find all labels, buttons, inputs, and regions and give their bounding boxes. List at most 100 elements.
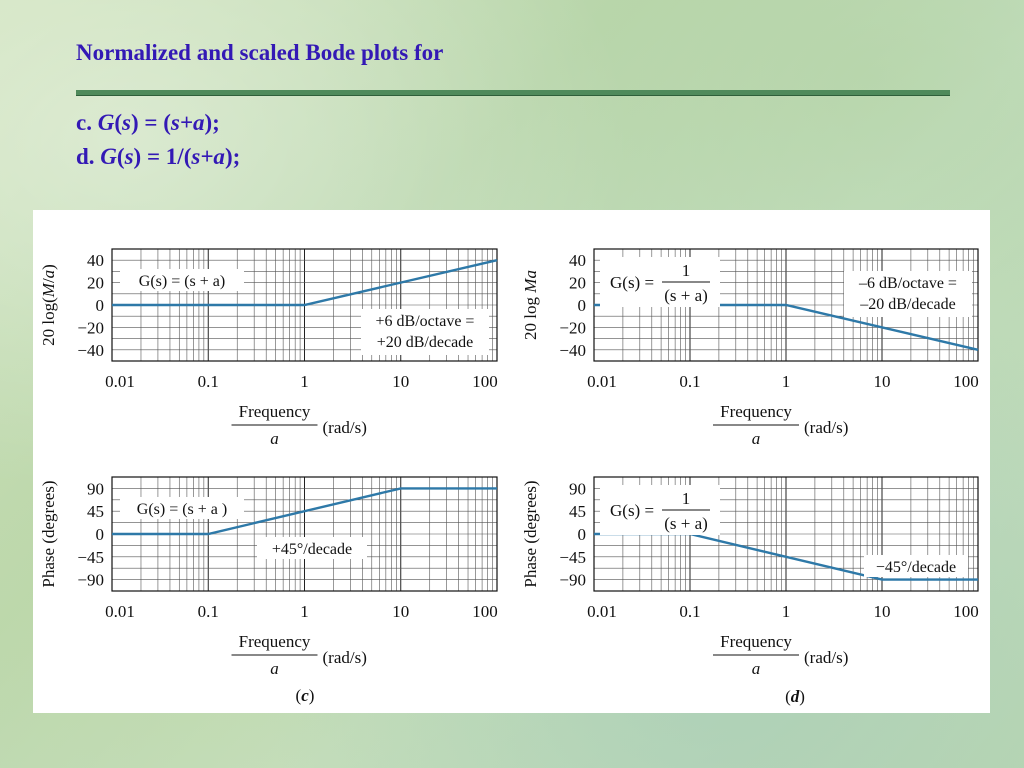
d-magnitude-ytick-label: −40: [559, 341, 586, 360]
item-d-eq: ) = 1/(: [133, 144, 192, 169]
item-c-arg: s+a: [170, 110, 205, 135]
c-magnitude-xlabel-unit: (rad/s): [323, 418, 367, 437]
d-phase-annotation-0-numerator: 1: [682, 489, 691, 508]
d-magnitude-ytick-label: 20: [569, 274, 586, 293]
c-phase-annotation-0-text: G(s) = (s + a ): [137, 501, 227, 518]
d-magnitude-xtick-label: 100: [953, 372, 979, 391]
c-magnitude-annotation-0-bg: [120, 269, 244, 291]
item-d-s: s: [124, 144, 134, 169]
item-d-arg: s+a: [191, 144, 225, 169]
d-phase-ytick-label: 0: [578, 525, 587, 544]
c-phase-chart: 90 45 0 −45 −900.01 0.1 1 10 100 Phase (degrees) F…: [39, 476, 498, 678]
d-phase-annotation-1-text: −45°/decade: [876, 559, 956, 576]
d-phase-ytick-label: −45: [559, 548, 586, 567]
bode-figure: 40 20 0 −20 −40 0.01 0.1 1 10 100 20 log(M/a) Frequ…: [33, 210, 990, 713]
d-phase-ytick-label: 90: [569, 479, 586, 498]
item-d-label: d.: [76, 144, 95, 169]
title-divider: [76, 90, 950, 95]
d-phase-ytick-label: 45: [569, 502, 586, 521]
c-phase-annotation-1-text: +45°/decade: [272, 541, 352, 558]
d-magnitude-xlabel-denominator: a: [752, 429, 761, 448]
c-phase-ylabel: Phase (degrees): [39, 480, 58, 587]
d-magnitude-xlabel-numerator: Frequency: [720, 402, 792, 421]
d-phase-xlabel-unit: (rad/s): [804, 648, 848, 667]
item-c-s: s: [122, 110, 131, 135]
c-phase-xlabel-numerator: Frequency: [239, 632, 311, 651]
d-phase-annotation-0-denominator: (s + a): [664, 514, 708, 533]
c-phase-xtick-label: 0.1: [198, 602, 219, 621]
d-magnitude-annotation-0-numerator: 1: [682, 261, 691, 280]
d-magnitude-xtick-label: 10: [874, 372, 891, 391]
d-phase-xlabel-denominator: a: [752, 659, 761, 678]
c-phase-ytick-label: 0: [96, 525, 105, 544]
item-c-g: G: [97, 110, 115, 135]
d-phase-xtick-label: 0.1: [679, 602, 700, 621]
c-magnitude-xtick-label: 1: [300, 372, 309, 391]
c-phase-ytick-label: 45: [87, 502, 104, 521]
c-phase-series-line: [112, 487, 497, 536]
item-d-paren: (: [116, 144, 125, 169]
item-c-paren: (: [114, 110, 123, 135]
d-phase-xlabel-numerator: Frequency: [720, 632, 792, 651]
d-phase-xtick-label: 1: [782, 602, 791, 621]
d-phase-ylabel: Phase (degrees): [521, 480, 540, 587]
item-c-eq: ) = (: [130, 110, 171, 135]
d-magnitude-xtick-label: 1: [782, 372, 791, 391]
c-phase-xlabel-unit: (rad/s): [323, 648, 367, 667]
d-magnitude-chart: 40 20 0 −20 −400.01 0.1 1 10 100 20 log Ma Frequen…: [521, 248, 979, 448]
c-magnitude-ylabel: 20 log(M/a): [39, 264, 58, 346]
d-magnitude-ytick-label: −20: [559, 318, 586, 337]
c-phase-xtick-label: 10: [392, 602, 409, 621]
c-magnitude-ytick-label: 40: [87, 251, 104, 270]
figure-label-c: (c): [296, 686, 315, 705]
item-d-g: G: [100, 144, 117, 169]
d-phase-xtick-label: 10: [874, 602, 891, 621]
c-phase-ytick-label: −45: [77, 548, 104, 567]
c-phase-xlabel-denominator: a: [270, 659, 279, 678]
c-magnitude-ytick-label: −20: [77, 318, 104, 337]
c-magnitude-ytick-label: 20: [87, 274, 104, 293]
c-phase-xtick-label: 100: [472, 602, 498, 621]
d-magnitude-annotation-0-denominator: (s + a): [664, 286, 708, 305]
d-magnitude-annotation-1-line: –20 dB/decade: [859, 296, 956, 313]
d-magnitude-annotation-0-lhs: G(s) =: [610, 273, 654, 292]
c-magnitude-annotation-0-text: G(s) = (s + a): [139, 273, 225, 290]
c-phase-annotation-0-bg: [120, 497, 244, 519]
c-magnitude-xlabel-denominator: a: [270, 429, 279, 448]
d-magnitude-annotation-1-line: –6 dB/octave =: [858, 275, 957, 292]
d-magnitude-xtick-label: 0.1: [679, 372, 700, 391]
d-magnitude-annotation-1-bg: [844, 271, 972, 317]
d-phase-xtick-label: 0.01: [587, 602, 617, 621]
figure-label-d: (d): [785, 687, 805, 706]
d-magnitude-ytick-label: 0: [578, 296, 587, 315]
d-phase-annotation-1-bg: [864, 555, 968, 577]
c-magnitude-chart: 40 20 0 −20 −400.01 0.1 1 10 100 20 log(M/a) Frequ…: [39, 248, 498, 448]
d-phase-annotation-0-lhs: G(s) =: [610, 501, 654, 520]
c-magnitude-xtick-label: 0.1: [198, 372, 219, 391]
item-c-label: c.: [76, 110, 92, 135]
d-magnitude-ylabel: 20 log Ma: [521, 270, 540, 340]
c-magnitude-annotation-1-line: +6 dB/octave =: [376, 313, 475, 330]
c-phase-ytick-label: 90: [87, 479, 104, 498]
c-magnitude-xlabel-numerator: Frequency: [239, 402, 311, 421]
d-magnitude-xtick-label: 0.01: [587, 372, 617, 391]
item-d-end: );: [224, 144, 241, 169]
c-magnitude-ytick-label: 0: [96, 296, 105, 315]
c-magnitude-annotation-1-line: +20 dB/decade: [377, 334, 474, 351]
d-phase-xtick-label: 100: [953, 602, 979, 621]
d-magnitude-xlabel-unit: (rad/s): [804, 418, 848, 437]
c-magnitude-xtick-label: 0.01: [105, 372, 135, 391]
d-phase-ytick-label: −90: [559, 571, 586, 590]
c-phase-ytick-label: −90: [77, 571, 104, 590]
c-magnitude-annotation-1-bg: [361, 309, 489, 355]
item-c: c. G(s) = (s+a);: [76, 110, 220, 136]
item-d: d. G(s) = 1/(s+a);: [76, 144, 240, 170]
d-magnitude-ytick-label: 40: [569, 251, 586, 270]
c-phase-annotation-1-bg: [257, 537, 367, 559]
c-phase-xtick-label: 1: [300, 602, 309, 621]
c-phase-xtick-label: 0.01: [105, 602, 135, 621]
item-c-end: );: [204, 110, 220, 135]
slide-title: Normalized and scaled Bode plots for: [76, 40, 444, 65]
d-phase-chart: 90 45 0 −45 −900.01 0.1 1 10 100 Phase (degrees) F…: [521, 476, 979, 678]
